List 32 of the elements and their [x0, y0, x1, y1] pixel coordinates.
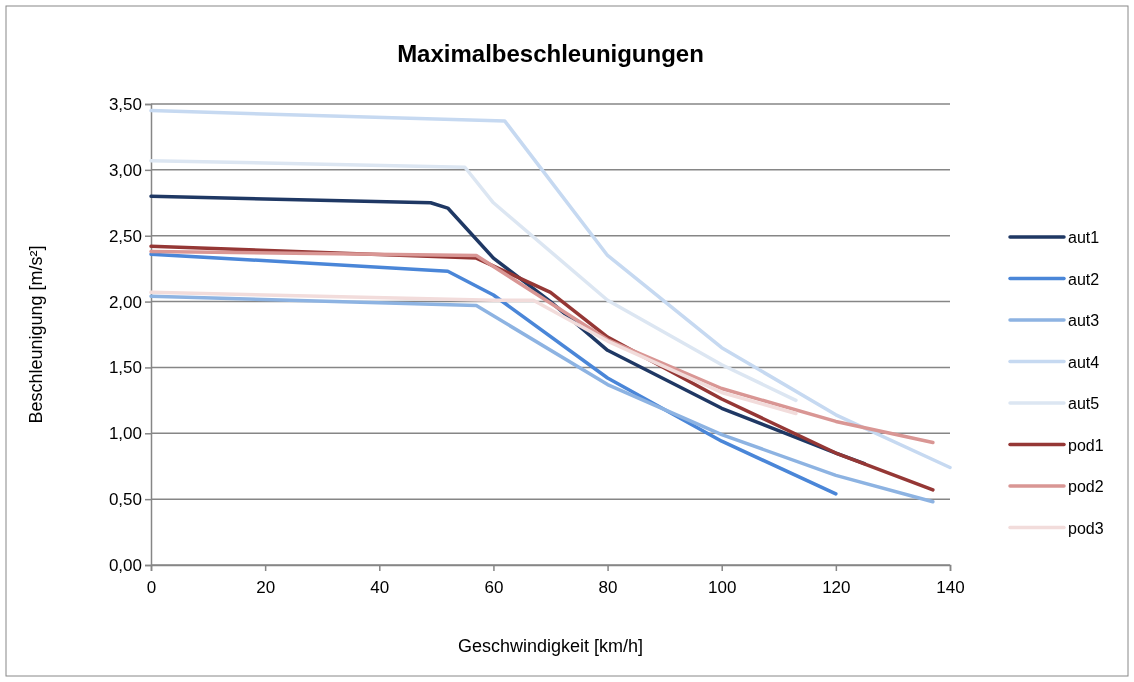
y-tick-label: 0,50 [108, 490, 142, 510]
y-tick-label: 1,00 [108, 424, 142, 444]
y-tick-label: 3,00 [108, 160, 142, 180]
line-series [149, 290, 798, 416]
chart-title: Maximalbeschleunigungen [397, 40, 704, 67]
x-tick-label: 80 [598, 577, 618, 597]
line-series [149, 249, 935, 445]
y-tick-label: 2,50 [108, 226, 142, 246]
legend-label: aut4 [1068, 353, 1100, 371]
y-tick-label: 1,50 [108, 358, 142, 378]
x-tick-label: 120 [822, 577, 851, 597]
x-tick-label: 40 [370, 577, 390, 597]
line-series [149, 294, 935, 504]
y-tick-label: 0,00 [108, 555, 142, 575]
y-axis-title: Beschleunigung [m/s²] [26, 245, 46, 424]
legend-label: aut5 [1068, 395, 1100, 412]
legend-label: pod1 [1068, 436, 1104, 454]
line-series [149, 158, 798, 403]
y-tick-label: 3,50 [108, 94, 142, 114]
x-tick-label: 20 [256, 577, 276, 597]
x-tick-label: 0 [146, 577, 157, 597]
legend-label: aut2 [1068, 270, 1100, 288]
legend-label: aut3 [1068, 312, 1100, 329]
x-tick-label: 60 [484, 577, 504, 597]
x-tick-label: 100 [708, 577, 737, 597]
x-axis-title: Geschwindigkeit [km/h] [457, 636, 644, 656]
legend-label: pod2 [1068, 478, 1104, 495]
legend-label: pod3 [1068, 519, 1104, 537]
legend-label: aut1 [1068, 229, 1100, 246]
x-tick-label: 140 [936, 577, 965, 597]
line-series [149, 252, 838, 496]
y-tick-label: 2,00 [108, 292, 142, 312]
